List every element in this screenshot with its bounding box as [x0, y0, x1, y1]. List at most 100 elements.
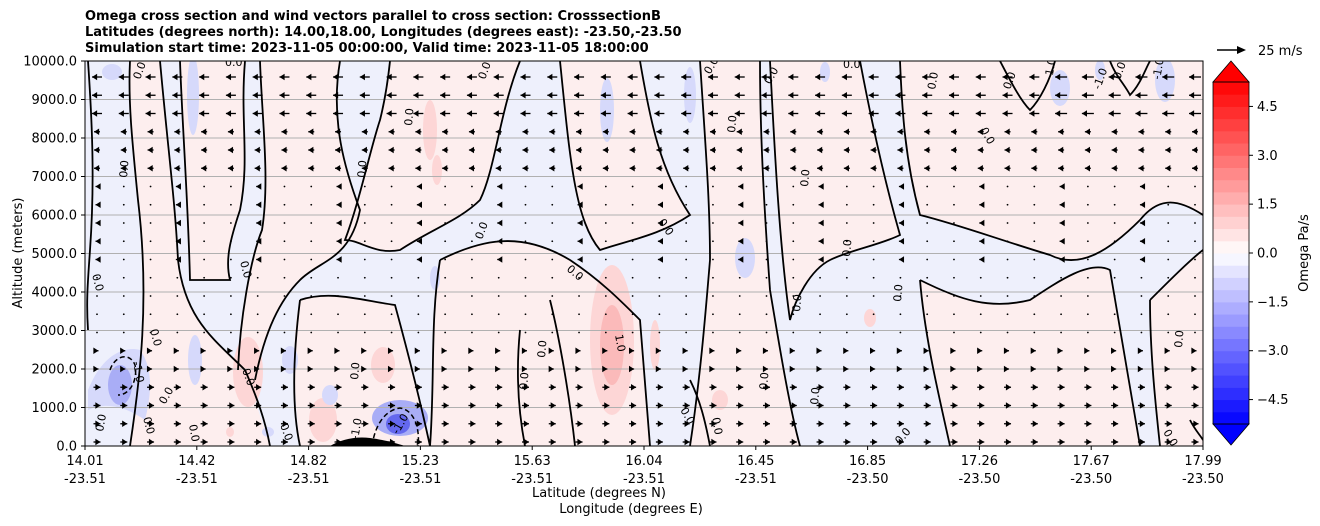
- wind-vector: [685, 313, 688, 316]
- wind-vector-head: [1137, 347, 1143, 354]
- wind-vector-head: [952, 384, 958, 391]
- wind-vector-head: [818, 384, 824, 391]
- wind-vector-head: [817, 165, 823, 172]
- colorbar: 4.5 3.0 1.5 0.0 −1.5 −3.0 −4.5: [1212, 60, 1289, 446]
- wind-vector-head: [629, 165, 635, 172]
- wind-vector-head: [336, 219, 342, 227]
- wind-vector: [872, 258, 875, 261]
- colorbar-level: [1213, 265, 1249, 278]
- wind-vector-head: [628, 347, 635, 354]
- wind-vector: [792, 276, 795, 279]
- wind-vector: [765, 331, 768, 334]
- negative-omega-peak: [386, 414, 410, 434]
- wind-vector-head: [1084, 165, 1090, 172]
- wind-vector-head: [1086, 420, 1092, 427]
- wind-vector-head: [1032, 438, 1038, 446]
- wind-vector: [712, 185, 714, 188]
- wind-vector-head: [229, 438, 235, 446]
- colorbar-level: [1213, 301, 1249, 315]
- wind-vector: [524, 295, 527, 297]
- wind-vector-head: [1111, 165, 1117, 172]
- wind-vector: [230, 331, 232, 334]
- negative-contours: [109, 356, 420, 446]
- wind-vector-head: [359, 110, 365, 117]
- wind-vector-head: [627, 110, 633, 117]
- wind-vector-head: [386, 92, 392, 99]
- wind-vector: [765, 203, 768, 206]
- wind-vector-head: [442, 165, 448, 172]
- wind-vector-head: [227, 128, 234, 135]
- wind-vector: [685, 185, 688, 188]
- wind-vector-head: [523, 402, 529, 409]
- wind-vector-head: [416, 201, 422, 208]
- wind-vector-head: [522, 128, 528, 135]
- wind-vector-head: [948, 110, 955, 117]
- wind-vector-head: [925, 420, 931, 427]
- wind-vector: [1194, 331, 1196, 334]
- wind-vector: [363, 258, 366, 261]
- wind-vector-head: [281, 128, 287, 135]
- wind-vector-head: [843, 165, 849, 172]
- wind-vector: [658, 313, 661, 316]
- wind-vector-head: [256, 219, 262, 227]
- wind-vector-head: [791, 438, 797, 446]
- wind-vector: [845, 203, 848, 206]
- wind-vector: [283, 313, 286, 316]
- wind-vector-head: [1029, 92, 1035, 99]
- wind-vector: [1033, 331, 1036, 334]
- wind-vector-head: [738, 238, 744, 245]
- wind-vector-head: [574, 110, 580, 117]
- wind-vector-head: [655, 365, 661, 373]
- wind-vector-head: [761, 110, 767, 117]
- wind-vector-head: [466, 73, 473, 81]
- wind-vector-head: [227, 146, 234, 154]
- wind-vector: [792, 222, 795, 224]
- wind-vector-head: [922, 110, 928, 117]
- wind-vector-head: [925, 402, 931, 409]
- wind-vector-head: [388, 165, 394, 172]
- wind-vector-head: [120, 347, 126, 354]
- wind-vector-head: [948, 73, 955, 81]
- colorbar-level: [1213, 411, 1249, 425]
- wind-vector: [1006, 222, 1009, 224]
- wind-vector: [604, 276, 607, 279]
- wind-vector: [471, 295, 473, 297]
- wind-vector-head: [1031, 165, 1037, 172]
- wind-vector: [363, 222, 366, 224]
- wind-vector-head: [818, 402, 824, 409]
- contour-label: 0.0: [277, 422, 295, 443]
- wind-vector-head: [336, 384, 342, 391]
- colorbar-level: [1213, 167, 1249, 181]
- wind-vector-head: [199, 73, 205, 81]
- wind-vector-head: [602, 365, 608, 373]
- wind-vector: [712, 203, 714, 206]
- wind-vector-head: [252, 73, 258, 81]
- wind-vector: [122, 222, 125, 224]
- wind-vector-head: [1135, 110, 1141, 117]
- wind-vector: [363, 185, 366, 188]
- wind-vector-head: [657, 420, 663, 427]
- wind-vector-head: [1138, 165, 1144, 172]
- wind-vector: [283, 295, 286, 297]
- wind-vector: [979, 331, 982, 334]
- wind-vector-head: [681, 110, 687, 117]
- wind-vector: [1033, 240, 1036, 243]
- wind-vector: [310, 203, 313, 206]
- x-tick-label-lat: 15.23: [402, 454, 439, 469]
- wind-vector-head: [308, 165, 314, 172]
- wind-vector-head: [898, 402, 904, 409]
- wind-vector-head: [788, 110, 794, 117]
- wind-vector-head: [1084, 365, 1090, 373]
- wind-vector-head: [389, 420, 396, 427]
- wind-vector-head: [280, 347, 286, 354]
- wind-vector-head: [443, 420, 449, 427]
- wind-vector-head: [336, 438, 342, 446]
- wind-vector: [685, 295, 688, 297]
- wind-vector-head: [922, 73, 928, 81]
- wind-vector: [390, 276, 393, 279]
- wind-vector-head: [93, 347, 99, 354]
- wind-vector-head: [202, 402, 208, 409]
- wind-vector-head: [254, 365, 260, 373]
- contour-label: -1.0: [348, 417, 365, 440]
- contour-label: 0.0: [517, 372, 531, 391]
